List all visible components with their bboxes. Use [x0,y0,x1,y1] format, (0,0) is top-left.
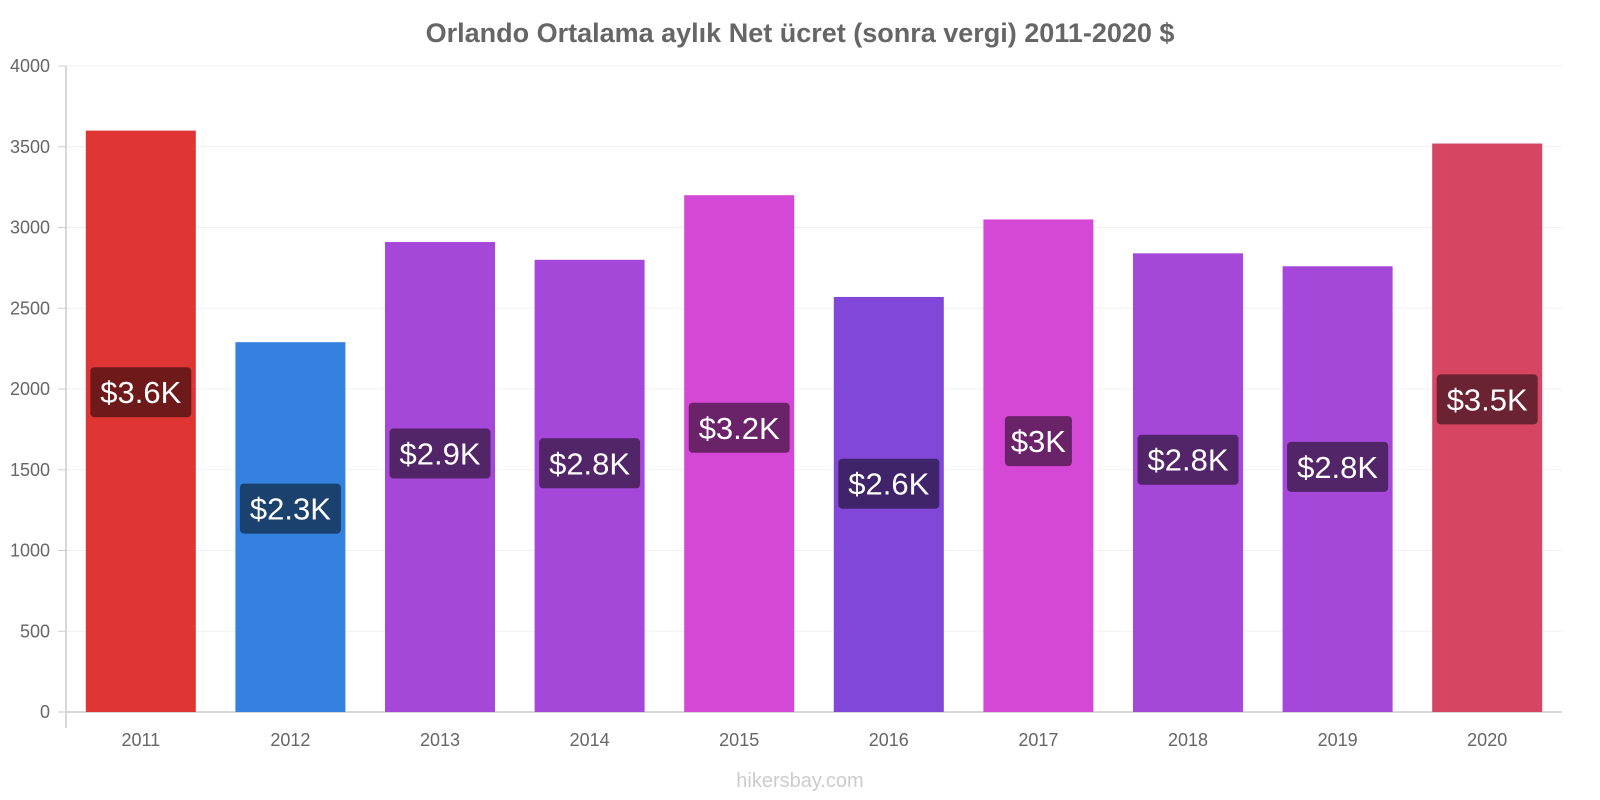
axes: 0 500 1000 1500 2000 2500 3000 3500 4000 2011 2012… [10,56,1562,750]
x-tick-label: 2020 [1467,730,1507,750]
data-label-bg [539,438,641,489]
y-tick-label: 4000 [10,56,50,76]
x-tick-label: 2019 [1318,730,1358,750]
data-label-bg [90,367,192,418]
x-tick-label: 2016 [869,730,909,750]
data-label-bg [838,458,940,509]
data-label: $3.6K [100,375,181,410]
bar [1432,143,1543,712]
data-label-bg [1137,434,1239,485]
x-tick-label: 2011 [121,730,160,750]
data-label-bg [239,483,341,534]
y-tick-label: 0 [40,702,50,722]
data-label-bg [389,428,491,479]
x-tick-label: 2017 [1018,730,1058,750]
bar [684,195,795,712]
x-tick-label: 2015 [719,730,759,750]
data-label: $2.8K [1297,450,1378,485]
x-tick-label: 2012 [270,730,310,750]
y-tick-label: 3000 [10,218,50,238]
data-label: $2.6K [848,467,929,502]
y-tick-label: 1000 [10,541,50,561]
chart-title: Orlando Ortalama aylık Net ücret (sonra … [426,18,1175,48]
data-label: $3.5K [1447,382,1528,417]
y-tick-label: 3500 [10,137,50,157]
data-labels: $3.6K $2.3K $2.9K $2.8K $3.2K $2.6K $3K $2.8K $2… [90,367,1538,534]
x-tick-label: 2013 [420,730,460,750]
y-tick-label: 2000 [10,379,50,399]
y-tick-label: 2500 [10,298,50,318]
bars [85,130,1543,713]
data-label: $2.8K [1147,443,1228,478]
y-tick-label: 1500 [10,460,50,480]
data-label: $3K [1011,424,1066,459]
x-tick-label: 2014 [570,730,610,750]
x-tick-label: 2018 [1168,730,1208,750]
data-label: $2.9K [399,437,480,472]
data-label-bg [688,402,790,453]
y-tick-label: 500 [20,621,50,641]
bar [85,130,196,713]
data-label-bg [1436,374,1538,425]
data-label-bg [1287,441,1389,492]
data-label: $2.3K [250,492,331,527]
watermark: hikersbay.com [736,770,863,792]
data-label: $3.2K [699,411,780,446]
data-label: $2.8K [549,446,630,481]
data-label-bg [1004,416,1072,467]
